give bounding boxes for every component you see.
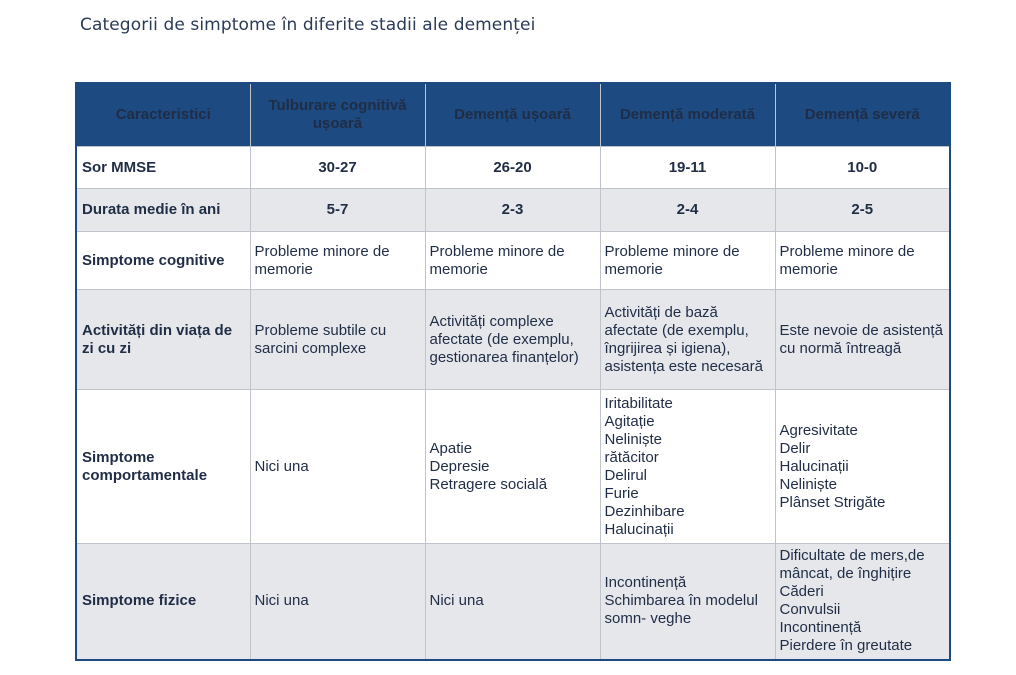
list-item: Plânset Strigăte bbox=[779, 493, 886, 511]
header-mild-dementia: Demență ușoară bbox=[424, 82, 601, 147]
list-item: Apatie bbox=[429, 439, 473, 457]
table-cell: Dificultate de mers,de mâncat, de înghiț… bbox=[774, 543, 951, 660]
row-label: Simptome cognitive bbox=[75, 231, 251, 290]
row-label: Durata medie în ani bbox=[75, 188, 251, 232]
table-row-duration: Durata medie în ani 5-7 2-3 2-4 2-5 bbox=[75, 188, 951, 232]
table-cell: 19-11 bbox=[599, 146, 776, 189]
list-item: Dezinhibare bbox=[604, 502, 685, 520]
list-item: Căderi bbox=[779, 583, 824, 601]
table-cell: Probleme minore de memorie bbox=[774, 231, 951, 290]
row-label: Simptome fizice bbox=[75, 543, 251, 660]
table-cell: Agresivitate Delir Halucinații Neliniște… bbox=[774, 389, 951, 544]
list-item: Neliniște bbox=[604, 430, 663, 448]
table-cell: 30-27 bbox=[249, 146, 426, 189]
list-item: Dificultate de mers,de mâncat, de înghiț… bbox=[779, 547, 925, 583]
table-cell: 10-0 bbox=[774, 146, 951, 189]
header-severe-dementia: Demență severă bbox=[774, 82, 951, 147]
table-cell: Iritabilitate Agitație Neliniște rătăcit… bbox=[599, 389, 776, 544]
table-cell: Probleme minore de memorie bbox=[249, 231, 426, 290]
table-row-mmse: Sor MMSE 30-27 26-20 19-11 10-0 bbox=[75, 146, 951, 189]
list-item: Depresie bbox=[429, 457, 490, 475]
dementia-stages-table: Caracteristici Tulburare cognitivă ușoar… bbox=[75, 82, 951, 661]
list-item: Furie bbox=[604, 484, 639, 502]
list-item: Delir bbox=[779, 439, 811, 457]
list-item: Iritabilitate bbox=[604, 394, 673, 412]
header-moderate-dementia: Demență moderată bbox=[599, 82, 776, 147]
table-row-physical: Simptome fizice Nici una Nici una Incont… bbox=[75, 543, 951, 660]
table-cell: Probleme minore de memorie bbox=[599, 231, 776, 290]
table-cell: 2-3 bbox=[424, 188, 601, 232]
list-item: Convulsii bbox=[779, 601, 841, 619]
table-cell: Activități complexe afectate (de exemplu… bbox=[424, 289, 601, 390]
table-cell: Nici una bbox=[249, 389, 426, 544]
list-item: Incontinență bbox=[779, 619, 862, 637]
list-item: Delirul bbox=[604, 466, 648, 484]
header-mild-cognitive-impairment: Tulburare cognitivă ușoară bbox=[249, 82, 426, 147]
table-row-cognitive: Simptome cognitive Probleme minore de me… bbox=[75, 231, 951, 290]
list-item: Neliniște bbox=[779, 475, 838, 493]
list-item: Halucinații bbox=[779, 457, 849, 475]
table-cell: Nici una bbox=[249, 543, 426, 660]
table-cell: 5-7 bbox=[249, 188, 426, 232]
list-item: Retragere socială bbox=[429, 475, 548, 493]
table-row-behavioral: Simptome comportamentale Nici una Apatie… bbox=[75, 389, 951, 544]
row-label: Simptome comportamentale bbox=[75, 389, 251, 544]
list-item: Pierdere în greutate bbox=[779, 637, 913, 655]
table-row-daily-activities: Activități din viața de zi cu zi Problem… bbox=[75, 289, 951, 390]
list-item: Agresivitate bbox=[779, 421, 858, 439]
list-item: Agitație bbox=[604, 412, 655, 430]
header-characteristics: Caracteristici bbox=[75, 82, 251, 147]
table-cell: Probleme minore de memorie bbox=[424, 231, 601, 290]
header-row: Caracteristici Tulburare cognitivă ușoar… bbox=[75, 82, 951, 147]
table-cell: Este nevoie de asistență cu normă întrea… bbox=[774, 289, 951, 390]
row-label: Sor MMSE bbox=[75, 146, 251, 189]
table-cell: Activități de bază afectate (de exemplu,… bbox=[599, 289, 776, 390]
table-cell: Nici una bbox=[424, 543, 601, 660]
table-cell: Probleme subtile cu sarcini complexe bbox=[249, 289, 426, 390]
page-caption: Categorii de simptome în diferite stadii… bbox=[80, 15, 536, 35]
table-cell: Incontinență Schimbarea în modelul somn-… bbox=[599, 543, 776, 660]
list-item: rătăcitor bbox=[604, 448, 659, 466]
row-label: Activități din viața de zi cu zi bbox=[75, 289, 251, 390]
table-cell: 26-20 bbox=[424, 146, 601, 189]
list-item: Halucinații bbox=[604, 520, 674, 538]
table-cell: 2-4 bbox=[599, 188, 776, 232]
table-cell: Apatie Depresie Retragere socială bbox=[424, 389, 601, 544]
list-item: Incontinență bbox=[604, 574, 687, 592]
list-item: Schimbarea în modelul somn- veghe bbox=[604, 592, 758, 628]
table-cell: 2-5 bbox=[774, 188, 951, 232]
